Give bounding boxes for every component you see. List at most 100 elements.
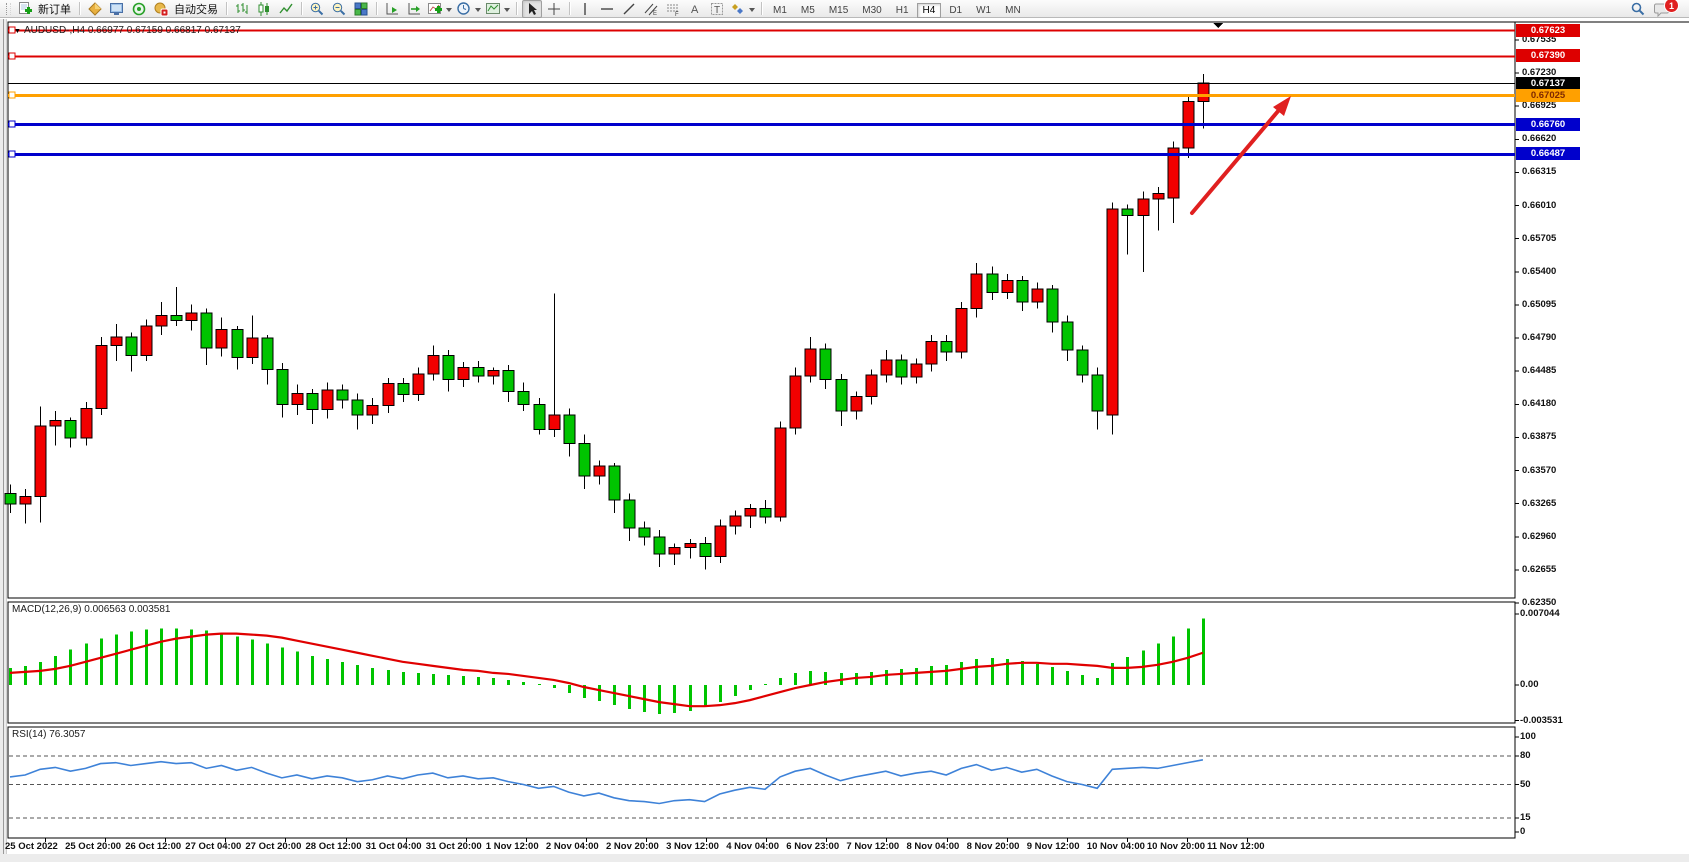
price-badge-black: 0.67137 <box>1516 76 1580 90</box>
timeframe-group: M1 M5 M15 M30 H1 H4 D1 W1 MN <box>766 0 1028 18</box>
trend-arrow[interactable] <box>1190 96 1291 215</box>
new-order-label[interactable]: 新订单 <box>38 3 71 16</box>
bar-chart-button[interactable] <box>232 0 252 18</box>
timeframe-H1[interactable]: H1 <box>895 4 909 16</box>
autotrading-label[interactable]: 自动交易 <box>174 3 218 16</box>
chart-dropdown-icon[interactable]: ▼ <box>14 28 21 35</box>
date-label: 31 Oct 20:00 <box>425 841 482 852</box>
price-tick-label: 0.67535 <box>1522 34 1557 45</box>
timeframe-MN[interactable]: MN <box>1005 4 1021 16</box>
timeframe-W1[interactable]: W1 <box>976 4 992 16</box>
zoom-in-button[interactable] <box>307 0 327 18</box>
trendline-tool-button[interactable] <box>619 0 639 18</box>
zoom-out-icon <box>332 2 346 15</box>
data-window-button[interactable] <box>107 0 127 18</box>
price-tick-label: 0.66620 <box>1522 133 1557 145</box>
horizontal-line-tool-button[interactable] <box>597 0 617 18</box>
periods-button[interactable] <box>455 0 482 18</box>
macd-axis-label: 0.00 <box>1520 679 1539 690</box>
text-icon: A <box>691 4 699 16</box>
date-label: 27 Oct 20:00 <box>245 841 302 852</box>
arrows-dropdown-caret[interactable] <box>749 7 755 15</box>
autotrading-icon <box>154 2 169 16</box>
periods-dropdown-caret[interactable] <box>475 7 481 15</box>
date-label: 2 Nov 04:00 <box>545 841 599 852</box>
svg-text:F: F <box>675 12 679 17</box>
date-label: 11 Nov 12:00 <box>1207 841 1265 852</box>
rsi-axis-label: 50 <box>1520 778 1531 790</box>
market-watch-button[interactable] <box>85 0 105 18</box>
price-tick-label: 0.66010 <box>1522 199 1557 211</box>
text-label-tool-button[interactable]: T <box>707 0 727 18</box>
arrows-tool-button[interactable] <box>729 0 756 18</box>
date-label: 10 Nov 04:00 <box>1086 841 1145 852</box>
templates-button[interactable] <box>484 0 511 18</box>
price-tick-label: 0.62350 <box>1522 596 1557 608</box>
vertical-line-tool-button[interactable] <box>575 0 595 18</box>
toolbar: 新订单 <box>0 0 1689 18</box>
search-button[interactable] <box>1628 0 1648 18</box>
price-tick-label: 0.66315 <box>1522 166 1557 178</box>
rsi-axis-label: 0 <box>1520 826 1526 837</box>
indicators-button[interactable] <box>426 0 453 18</box>
date-label: 28 Oct 12:00 <box>305 841 362 852</box>
date-label: 6 Nov 23:00 <box>786 841 840 852</box>
macd-axis-label: -0.003531 <box>1520 714 1563 726</box>
macd-histogram <box>9 618 1205 715</box>
rsi-pane <box>9 755 1514 819</box>
date-label: 2 Nov 20:00 <box>606 841 659 852</box>
zoom-out-button[interactable] <box>329 0 349 18</box>
text-tool-button[interactable]: A <box>685 0 705 18</box>
svg-text:A: A <box>691 4 699 16</box>
timeframe-D1[interactable]: D1 <box>949 4 963 16</box>
horizontal-line-objects[interactable] <box>8 26 1515 158</box>
new-order-button[interactable] <box>15 0 35 18</box>
timeframe-M30[interactable]: M30 <box>862 4 882 16</box>
toolbar-grip[interactable] <box>6 2 11 15</box>
price-tick-label: 0.64790 <box>1522 332 1557 344</box>
notifications-button[interactable]: 1 <box>1653 0 1680 18</box>
price-tick-label: 0.66925 <box>1522 100 1557 112</box>
rsi-axis-label: 15 <box>1520 811 1531 823</box>
navigator-button[interactable] <box>129 0 149 18</box>
text-label-icon: T <box>711 2 723 16</box>
crosshair-tool-button[interactable] <box>544 0 564 18</box>
timeframe-H4[interactable]: H4 <box>916 2 942 18</box>
toolbar-separator <box>569 2 570 15</box>
line-chart-button[interactable] <box>276 0 296 18</box>
price-tick-label: 0.65095 <box>1522 298 1557 310</box>
autotrading-button[interactable] <box>151 0 171 18</box>
auto-scroll-button[interactable] <box>382 0 402 18</box>
date-label: 25 Oct 2022 <box>5 841 58 852</box>
chart-shift-icon <box>408 2 420 14</box>
price-tick-label: 0.64485 <box>1522 365 1557 377</box>
candlestick-chart-icon <box>258 1 269 16</box>
macd-axis-label: 0.007044 <box>1520 607 1560 619</box>
cursor-tool-button[interactable] <box>522 0 542 18</box>
timeframe-M15[interactable]: M15 <box>828 4 849 16</box>
templates-dropdown-caret[interactable] <box>504 7 510 15</box>
line-chart-icon <box>279 3 293 13</box>
rsi-axis-label: 100 <box>1520 731 1536 742</box>
price-tick-label: 0.65400 <box>1522 265 1557 277</box>
data-window-icon <box>110 2 123 15</box>
indicators-dropdown-caret[interactable] <box>446 7 452 15</box>
navigator-icon <box>132 2 146 15</box>
timeframe-M5[interactable]: M5 <box>800 4 815 16</box>
date-label: 4 Nov 04:00 <box>726 841 779 852</box>
crosshair-icon <box>548 2 560 15</box>
chart-shift-marker <box>1213 23 1223 28</box>
chart-shift-button[interactable] <box>404 0 424 18</box>
candlestick-chart-button[interactable] <box>254 0 274 18</box>
timeframe-M1[interactable]: M1 <box>773 4 787 16</box>
date-label: 8 Nov 04:00 <box>906 841 960 852</box>
tile-windows-icon <box>354 2 368 15</box>
arrows-icon <box>732 3 743 14</box>
zoom-in-icon <box>310 2 324 15</box>
tile-windows-button[interactable] <box>351 0 371 18</box>
equidistant-channel-tool-button[interactable]: E <box>641 0 661 18</box>
templates-icon <box>486 2 500 14</box>
toolbar-separator <box>761 2 762 15</box>
fibonacci-tool-button[interactable]: F <box>663 0 683 18</box>
price-tick-label: 0.63570 <box>1522 464 1557 476</box>
